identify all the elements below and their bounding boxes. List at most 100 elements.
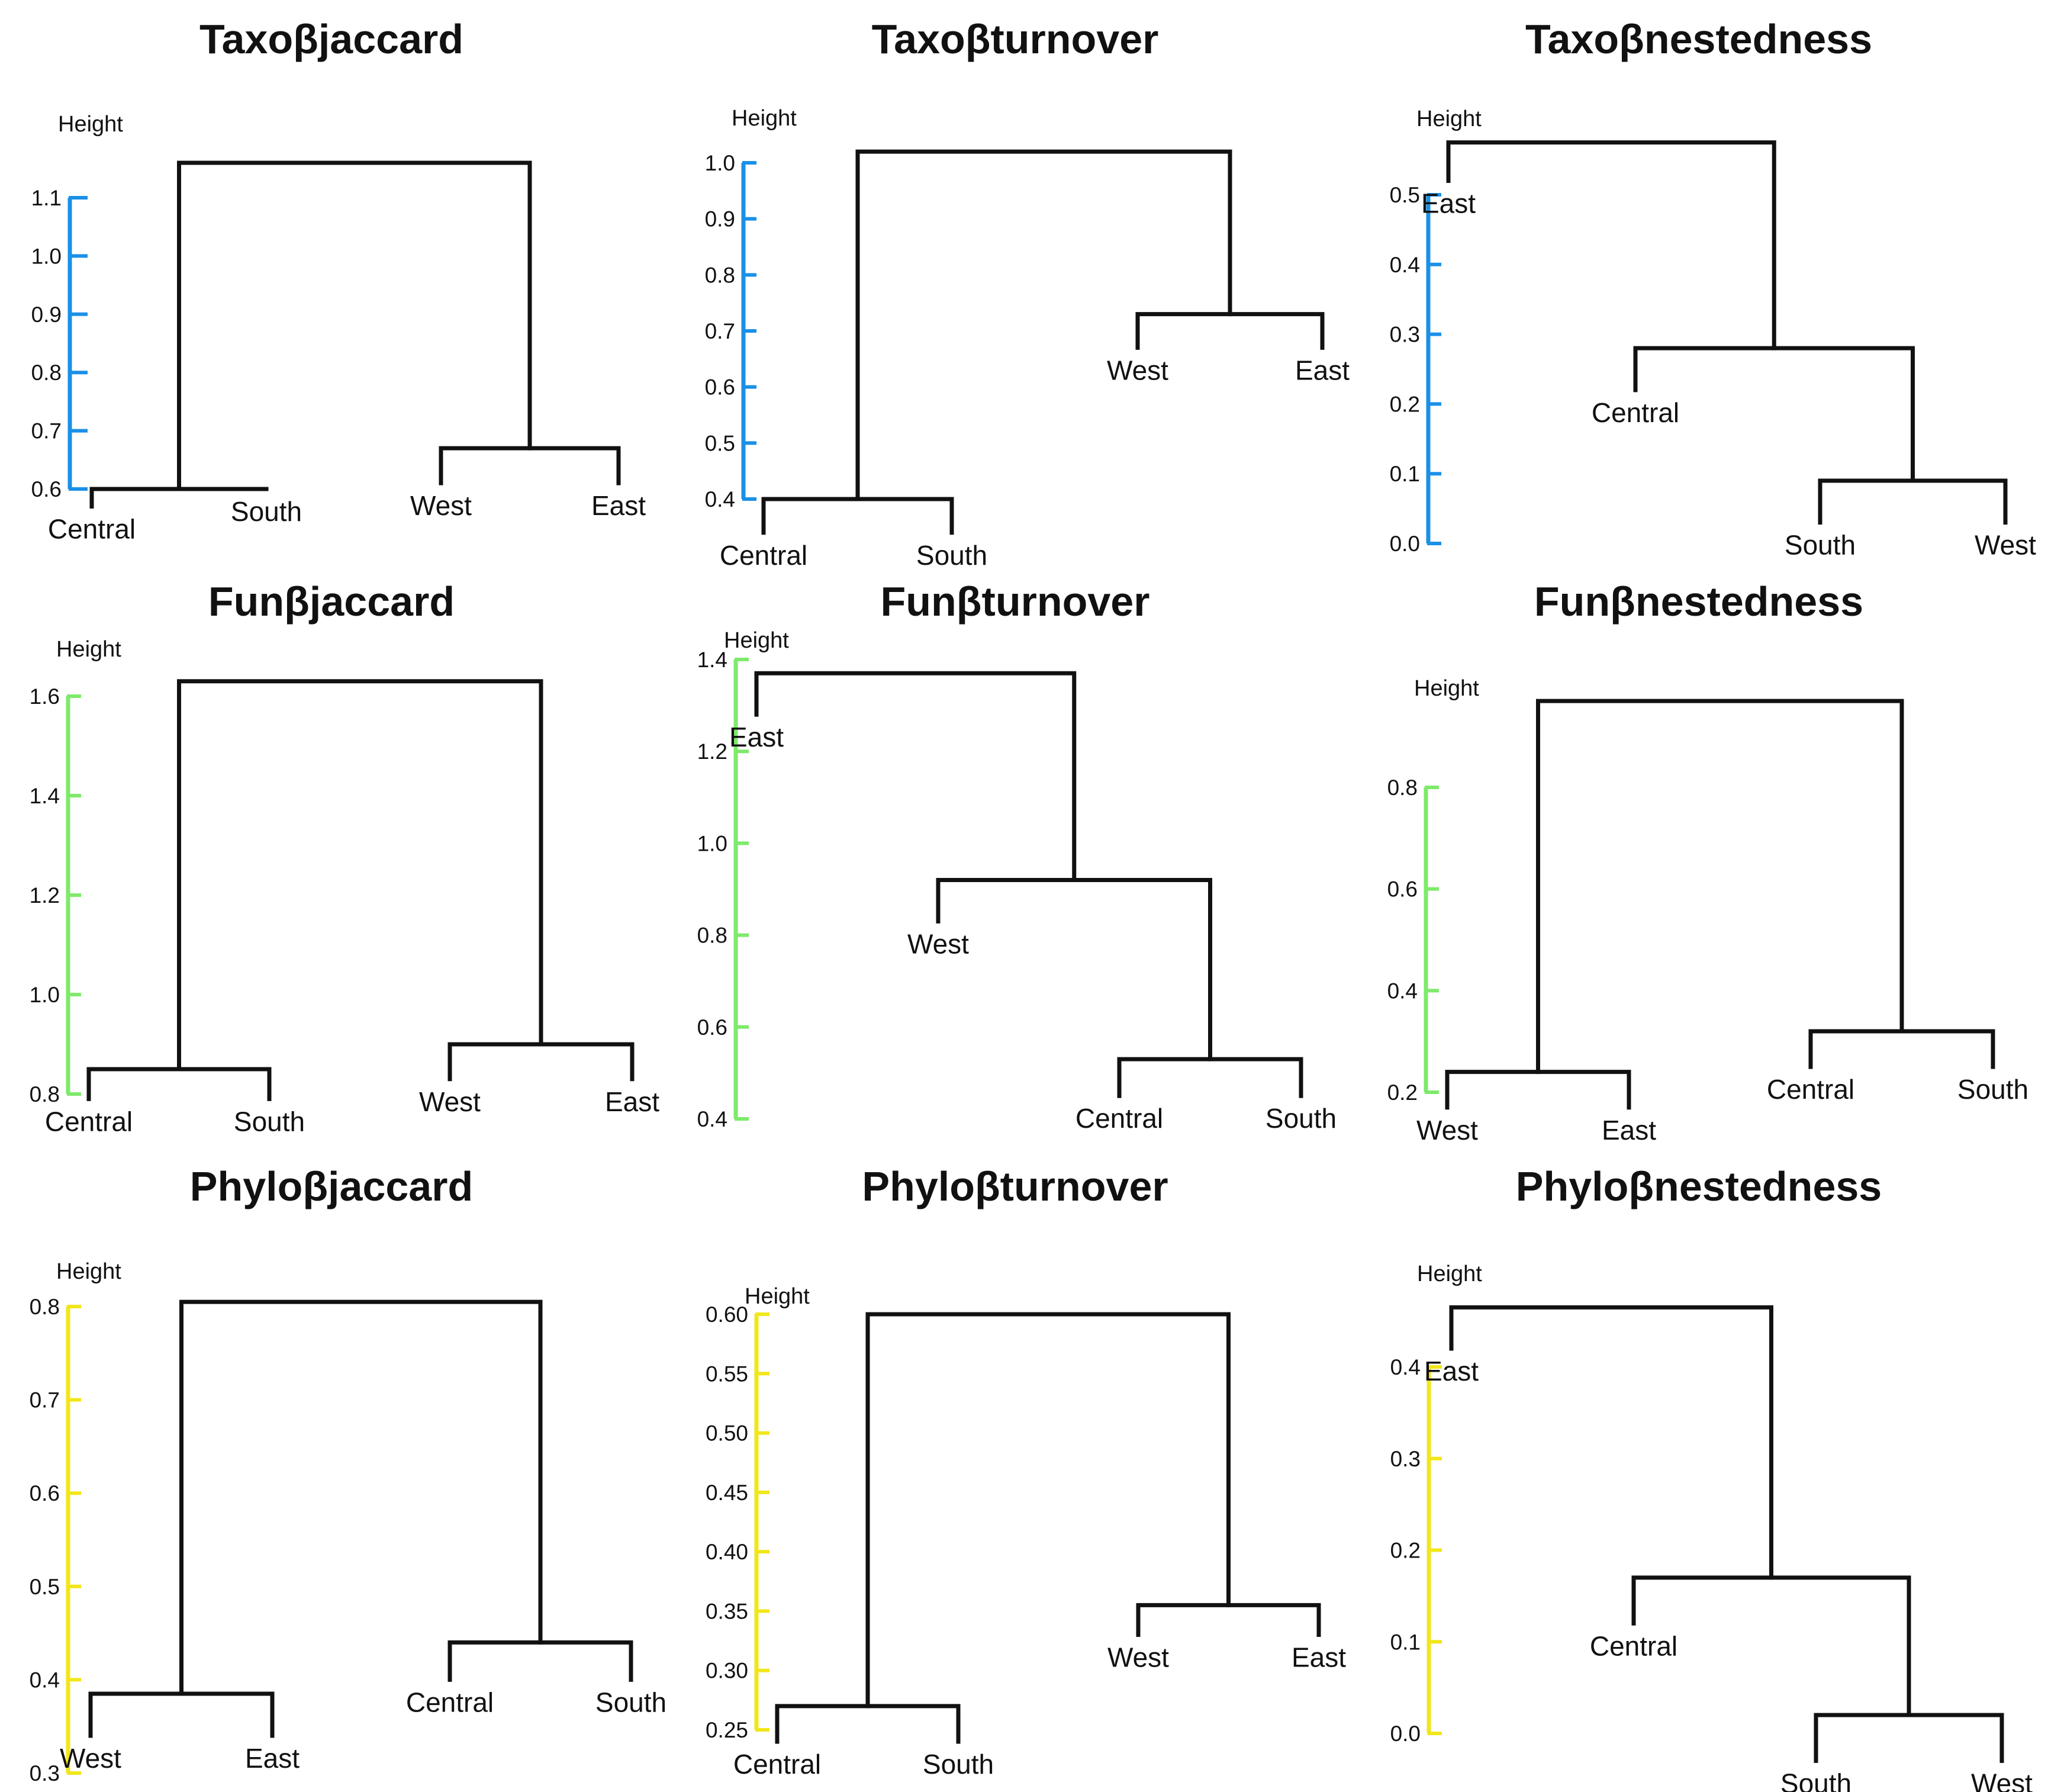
dendrogram-branch — [89, 487, 269, 509]
leaf-label: West — [1975, 530, 2036, 561]
y-tick-label: 0.4 — [697, 1107, 727, 1131]
y-tick-label: 0.60 — [706, 1302, 748, 1327]
dendrogram-branch — [775, 1704, 961, 1744]
panel-title: Phyloβnestedness — [1516, 1163, 1882, 1209]
dendrogram-panel: Funβjaccard Height 0.8 1.0 1.2 1.4 1.6 Central S… — [30, 578, 660, 1137]
leaf-label: West — [410, 490, 472, 521]
y-tick-label: 0.6 — [1387, 877, 1418, 902]
leaf-label: Central — [733, 1749, 821, 1780]
y-tick-label: 1.0 — [705, 151, 735, 175]
y-tick-label: 1.2 — [30, 883, 60, 908]
dendrogram-branch — [439, 446, 621, 485]
dendrogram-branch — [761, 497, 954, 535]
y-tick-label: 0.2 — [1390, 1539, 1421, 1563]
leaf-label: South — [1780, 1768, 1851, 1792]
y-tick-label: 0.7 — [705, 319, 735, 343]
dendrogram-branch — [1449, 1305, 1773, 1580]
dendrogram-branch — [1117, 1057, 1303, 1098]
leaf-label: Central — [1767, 1074, 1854, 1105]
leaf-label: East — [245, 1743, 300, 1774]
leaf-label: East — [1602, 1115, 1656, 1146]
dendrogram-branch — [1808, 1029, 1995, 1069]
dendrogram-panel: Funβturnover Height 0.4 0.6 0.8 1.0 1.2 1.4 East… — [697, 578, 1337, 1134]
y-tick-label: 0.30 — [706, 1659, 748, 1683]
dendrogram-branch — [447, 1042, 635, 1082]
leaf-label: South — [923, 1749, 994, 1780]
dendrogram-panel: Phyloβjaccard Height 0.3 0.4 0.5 0.6 0.7 0.8 Wes… — [30, 1163, 667, 1785]
y-tick-label: 1.0 — [697, 831, 727, 855]
y-tick-label: 0.8 — [30, 1082, 60, 1106]
leaf-label: West — [907, 928, 969, 959]
leaf-label: South — [1785, 530, 1856, 561]
y-tick-label: 0.4 — [30, 1668, 60, 1692]
height-axis-label: Height — [745, 1284, 810, 1309]
leaf-label: West — [1416, 1115, 1478, 1146]
height-axis-label: Height — [1417, 1262, 1482, 1286]
leaf-label: South — [231, 496, 302, 527]
y-tick-label: 0.5 — [30, 1575, 60, 1599]
panel-title: Funβnestedness — [1534, 578, 1863, 625]
y-tick-label: 0.4 — [1387, 979, 1418, 1003]
y-tick-label: 0.0 — [1390, 1722, 1421, 1746]
y-tick-label: 0.3 — [1390, 323, 1420, 347]
leaf-label: Central — [48, 514, 136, 545]
y-tick-label: 0.45 — [706, 1481, 748, 1505]
y-tick-label: 0.2 — [1390, 392, 1420, 416]
y-tick-label: 1.4 — [697, 648, 727, 672]
y-tick-label: 0.35 — [706, 1599, 748, 1623]
y-tick-label: 0.6 — [705, 375, 735, 400]
y-tick-label: 0.6 — [30, 1481, 60, 1505]
leaf-label: East — [1295, 355, 1350, 385]
dendrogram-panel: Phyloβturnover Height 0.25 0.30 0.35 0.40 0.45… — [706, 1163, 1346, 1780]
panel-title: Taxoβnestedness — [1525, 16, 1872, 62]
y-tick-label: 0.8 — [1387, 776, 1418, 800]
panel-title: Taxoβjaccard — [199, 16, 463, 62]
height-axis-label: Height — [56, 637, 121, 662]
panel-title: Taxoβturnover — [872, 16, 1159, 62]
y-tick-label: 0.4 — [705, 487, 735, 511]
leaf-label: Central — [720, 540, 807, 571]
dendrogram-panel: Taxoβnestedness Height 0.0 0.1 0.2 0.3 0.4 0.5 E… — [1390, 16, 2037, 561]
panel-title: Phyloβturnover — [862, 1163, 1168, 1209]
y-tick-label: 0.4 — [1390, 253, 1420, 277]
leaf-label: East — [1421, 188, 1476, 218]
dendrogram-branch — [179, 1299, 543, 1696]
y-tick-label: 0.7 — [31, 419, 62, 443]
leaf-label: West — [60, 1743, 121, 1774]
dendrogram-branch — [855, 149, 1232, 501]
dendrogram-branch — [177, 679, 543, 1072]
height-axis-label: Height — [58, 112, 123, 137]
y-tick-label: 0.0 — [1390, 532, 1420, 556]
leaf-label: East — [591, 490, 646, 521]
y-tick-label: 1.4 — [30, 784, 60, 808]
dendrogram-panel: Taxoβjaccard Height 0.6 0.7 0.8 0.9 1.0 1.1 Cent… — [31, 16, 646, 545]
y-tick-label: 0.5 — [1390, 183, 1420, 207]
leaf-label: West — [1971, 1768, 2033, 1792]
leaf-label: Central — [1592, 397, 1679, 428]
leaf-label: South — [234, 1106, 305, 1137]
y-tick-label: 0.8 — [30, 1295, 60, 1319]
height-axis-label: Height — [1414, 676, 1479, 701]
dendrogram-branch — [1818, 478, 2008, 525]
y-tick-label: 0.6 — [697, 1015, 727, 1040]
dendrogram-branch — [1135, 312, 1325, 350]
leaf-label: South — [595, 1687, 666, 1717]
y-tick-label: 0.5 — [705, 431, 735, 455]
leaf-label: Central — [1590, 1630, 1677, 1661]
y-tick-label: 0.25 — [706, 1718, 748, 1742]
dendrogram-branch — [88, 1691, 275, 1738]
y-tick-label: 0.50 — [706, 1421, 748, 1446]
leaf-label: South — [916, 540, 987, 571]
height-axis-label: Height — [732, 106, 797, 131]
y-tick-label: 0.3 — [30, 1761, 60, 1785]
y-tick-label: 0.8 — [697, 924, 727, 948]
leaf-label: South — [1957, 1074, 2028, 1105]
leaf-label: Central — [1075, 1103, 1163, 1134]
y-tick-label: 1.1 — [31, 186, 62, 210]
dendrogram-branch — [1445, 1070, 1631, 1110]
height-axis-label: Height — [724, 628, 789, 653]
y-tick-label: 0.9 — [705, 207, 735, 231]
y-tick-label: 0.2 — [1387, 1080, 1418, 1105]
height-axis-label: Height — [1416, 107, 1482, 131]
